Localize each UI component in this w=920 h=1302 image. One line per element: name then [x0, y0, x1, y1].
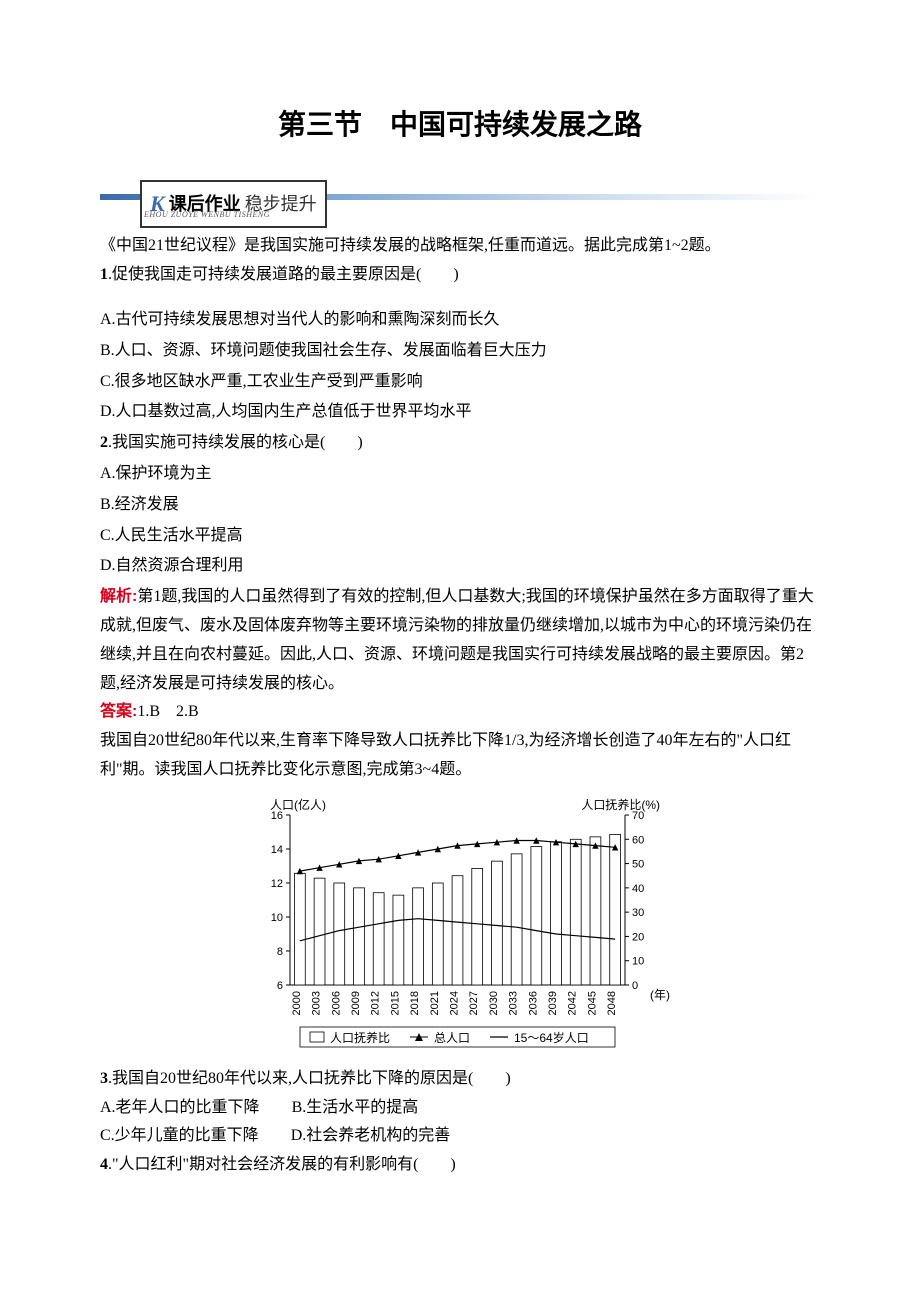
svg-text:2042: 2042 — [567, 991, 579, 1015]
question-1: 1.促使我国走可持续发展道路的最主要原因是( ) — [100, 261, 820, 290]
svg-text:14: 14 — [271, 844, 283, 856]
svg-text:2003: 2003 — [311, 991, 323, 1015]
svg-text:10: 10 — [271, 912, 283, 924]
svg-text:6: 6 — [277, 980, 283, 992]
banner-pinyin: EHOU ZUOYE WENBU TISHENG — [144, 208, 270, 222]
q3-choice-a: A.老年人口的比重下降 — [100, 1094, 260, 1123]
answer-text: 1.B 2.B — [137, 703, 198, 720]
q2-choice-d: D.自然资源合理利用 — [100, 552, 820, 581]
svg-text:10: 10 — [632, 955, 644, 967]
question-2: 2.我国实施可持续发展的核心是( ) — [100, 429, 820, 458]
intro-paragraph-2: 我国自20世纪80年代以来,生育率下降导致人口抚养比下降1/3,为经济增长创造了… — [100, 727, 820, 785]
q2-choices: A.保护环境为主 B.经济发展 C.人民生活水平提高 D.自然资源合理利用 — [100, 460, 820, 581]
spacer — [100, 290, 820, 304]
svg-text:2036: 2036 — [527, 991, 539, 1015]
svg-text:总人口: 总人口 — [434, 1031, 470, 1045]
q1-choice-a: A.古代可持续发展思想对当代人的影响和熏陶深刻而长久 — [100, 306, 820, 335]
q2-choice-c: C.人民生活水平提高 — [100, 522, 820, 551]
svg-text:2018: 2018 — [409, 991, 421, 1015]
q2-number: 2 — [100, 434, 108, 451]
population-chart: 6810121416010203040506070人口(亿人)人口抚养比(%)(… — [240, 795, 680, 1055]
svg-text:2048: 2048 — [606, 991, 618, 1015]
q3-number: 3 — [100, 1070, 108, 1087]
svg-text:2015: 2015 — [389, 991, 401, 1015]
svg-text:8: 8 — [277, 946, 283, 958]
svg-text:2006: 2006 — [330, 991, 342, 1015]
q1-number: 1 — [100, 266, 108, 283]
svg-text:0: 0 — [632, 980, 638, 992]
svg-text:2027: 2027 — [468, 991, 480, 1015]
svg-text:60: 60 — [632, 834, 644, 846]
page-title: 第三节 中国可持续发展之路 — [100, 100, 820, 150]
svg-text:2021: 2021 — [429, 991, 441, 1015]
q1-choice-c: C.很多地区缺水严重,工农业生产受到严重影响 — [100, 368, 820, 397]
explain-text: 第1题,我国的人口虽然得到了有效的控制,但人口基数大;我国的环境保护虽然在多方面… — [100, 588, 814, 691]
q3-choices: A.老年人口的比重下降 B.生活水平的提高 C.少年儿童的比重下降 D.社会养老… — [100, 1094, 820, 1152]
explain-label: 解析: — [100, 588, 137, 605]
q3-choice-c: C.少年儿童的比重下降 — [100, 1122, 259, 1151]
section-banner: K 课后作业 稳步提升 EHOU ZUOYE WENBU TISHENG — [100, 180, 820, 214]
q2-stem: .我国实施可持续发展的核心是( ) — [108, 434, 363, 451]
svg-text:2000: 2000 — [291, 991, 303, 1015]
svg-text:12: 12 — [271, 878, 283, 890]
svg-text:2009: 2009 — [350, 991, 362, 1015]
q4-number: 4 — [100, 1156, 108, 1173]
q1-choice-d: D.人口基数过高,人均国内生产总值低于世界平均水平 — [100, 398, 820, 427]
intro-paragraph-1: 《中国21世纪议程》是我国实施可持续发展的战略框架,任重而道远。据此完成第1~2… — [100, 232, 820, 261]
svg-text:2012: 2012 — [370, 991, 382, 1015]
q4-stem: ."人口红利"期对社会经济发展的有利影响有( ) — [108, 1156, 456, 1173]
svg-text:2033: 2033 — [508, 991, 520, 1015]
explanation-12: 解析:第1题,我国的人口虽然得到了有效的控制,但人口基数大;我国的环境保护虽然在… — [100, 583, 820, 698]
q2-choice-a: A.保护环境为主 — [100, 460, 820, 489]
q1-choices: A.古代可持续发展思想对当代人的影响和熏陶深刻而长久 B.人口、资源、环境问题使… — [100, 306, 820, 427]
q3-stem: .我国自20世纪80年代以来,人口抚养比下降的原因是( ) — [108, 1070, 511, 1087]
q1-choice-b: B.人口、资源、环境问题使我国社会生存、发展面临着巨大压力 — [100, 337, 820, 366]
svg-text:50: 50 — [632, 858, 644, 870]
svg-text:40: 40 — [632, 883, 644, 895]
chart-container: 6810121416010203040506070人口(亿人)人口抚养比(%)(… — [100, 795, 820, 1055]
svg-text:人口抚养比(%): 人口抚养比(%) — [581, 797, 660, 812]
svg-text:(年): (年) — [650, 988, 670, 1002]
svg-text:人口抚养比: 人口抚养比 — [330, 1030, 390, 1045]
question-4: 4."人口红利"期对社会经济发展的有利影响有( ) — [100, 1151, 820, 1180]
svg-text:30: 30 — [632, 907, 644, 919]
svg-text:2039: 2039 — [547, 991, 559, 1015]
q3-choice-d: D.社会养老机构的完善 — [291, 1122, 451, 1151]
svg-text:2045: 2045 — [586, 991, 598, 1015]
svg-text:15～64岁人口: 15～64岁人口 — [514, 1030, 589, 1045]
svg-text:人口(亿人): 人口(亿人) — [270, 797, 326, 812]
answer-label: 答案: — [100, 703, 137, 720]
svg-text:2030: 2030 — [488, 991, 500, 1015]
answer-12: 答案:1.B 2.B — [100, 698, 820, 727]
svg-text:2024: 2024 — [449, 991, 461, 1015]
q3-choice-b: B.生活水平的提高 — [292, 1094, 419, 1123]
q1-stem: .促使我国走可持续发展道路的最主要原因是( ) — [108, 266, 459, 283]
svg-text:20: 20 — [632, 931, 644, 943]
q2-choice-b: B.经济发展 — [100, 491, 820, 520]
question-3: 3.我国自20世纪80年代以来,人口抚养比下降的原因是( ) — [100, 1065, 820, 1094]
